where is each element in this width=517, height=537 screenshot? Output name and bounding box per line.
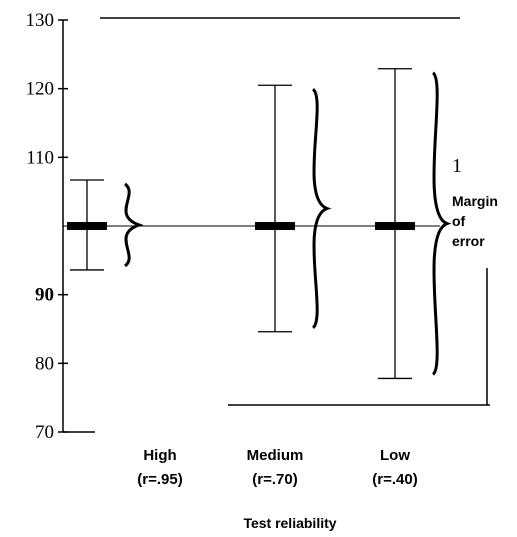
x-axis-label: Test reliability: [243, 515, 336, 531]
y-tick-label: 130: [26, 10, 55, 31]
annotation: Margin: [452, 193, 498, 209]
mean-marker: [67, 222, 107, 230]
mean-marker: [375, 222, 415, 230]
y-tick-label: 90: [35, 285, 54, 306]
x-tick-label: (r=.40): [372, 471, 417, 488]
y-tick-label: 80: [35, 353, 54, 374]
x-tick-label: (r=.70): [252, 471, 297, 488]
x-tick-label: Medium: [247, 447, 304, 464]
margin-brace: [123, 182, 144, 268]
annotation: error: [452, 233, 485, 249]
y-tick-label: 120: [26, 79, 55, 100]
x-tick-label: Low: [380, 447, 410, 464]
y-tick-label: 70: [35, 422, 54, 443]
x-tick-label: High: [143, 447, 176, 464]
mean-marker: [255, 222, 295, 230]
y-tick-label: 110: [26, 147, 54, 168]
annotation: of: [452, 213, 466, 229]
margin-brace: [311, 88, 332, 329]
annotation: 1: [452, 155, 462, 177]
x-tick-label: (r=.95): [137, 471, 182, 488]
margin-brace: [431, 71, 452, 376]
